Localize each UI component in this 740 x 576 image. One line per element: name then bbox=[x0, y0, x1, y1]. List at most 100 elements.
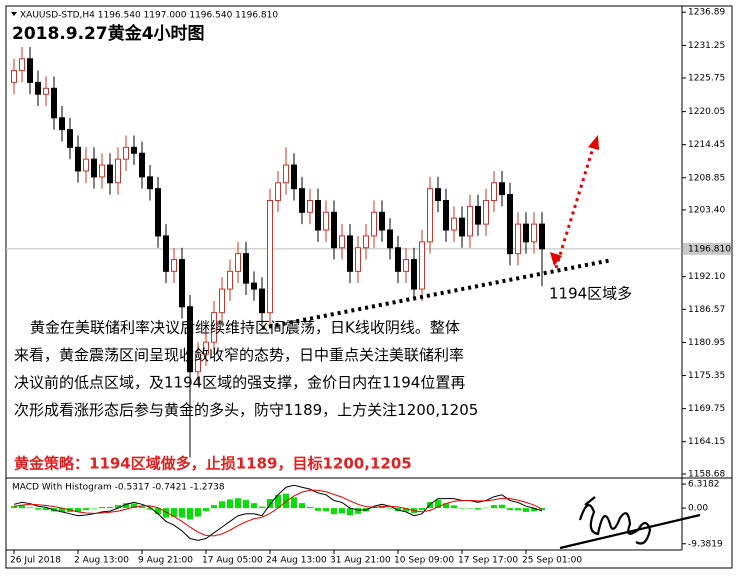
y-tick-label: 1231.25 bbox=[688, 41, 725, 51]
y-tick-label: 1214.45 bbox=[688, 140, 725, 150]
y-tick-label: 1169.75 bbox=[688, 404, 725, 414]
x-tick-label: 10 Sep 09:00 bbox=[394, 556, 454, 566]
macd-histogram-bar bbox=[147, 508, 153, 510]
y-tick-label: 1175.35 bbox=[688, 371, 725, 381]
candle-body bbox=[291, 164, 297, 190]
candle-body bbox=[339, 235, 345, 249]
macd-histogram-bar bbox=[83, 508, 89, 511]
macd-histogram-bar bbox=[195, 508, 201, 517]
candle-body bbox=[267, 199, 273, 314]
candle-body bbox=[235, 253, 241, 272]
candle-body bbox=[107, 164, 113, 184]
macd-histogram-bar bbox=[99, 506, 105, 509]
candle-body bbox=[59, 117, 65, 131]
candle-body bbox=[75, 146, 81, 172]
candle-body bbox=[115, 158, 121, 184]
x-tick-label: 17 Sep 17:00 bbox=[458, 556, 518, 566]
macd-histogram-bar bbox=[539, 508, 545, 511]
macd-histogram-bar bbox=[291, 497, 297, 509]
commentary-line: 次形成看涨形态后参与黄金的多头，防守1189，上方关注1200,1205 bbox=[14, 401, 478, 419]
candle-body bbox=[427, 188, 433, 243]
macd-histogram-bar bbox=[187, 508, 193, 520]
signature bbox=[559, 496, 701, 550]
y-tick-label: 1180.95 bbox=[688, 338, 725, 348]
strategy: 黄金策略：1194区域做多，止损1189，目标1200,1205 bbox=[14, 455, 412, 473]
candle-body bbox=[387, 229, 393, 249]
candle-body bbox=[307, 199, 313, 213]
candle-body bbox=[491, 182, 497, 201]
macd-histogram-bar bbox=[11, 506, 17, 509]
candle-body bbox=[323, 211, 329, 231]
candle-body bbox=[131, 146, 137, 154]
macd-tick-label: -9.3819 bbox=[688, 539, 723, 549]
candle-body bbox=[347, 235, 353, 272]
x-tick-label: 25 Sep 01:00 bbox=[522, 556, 582, 566]
x-tick-label: 2 Aug 13:00 bbox=[74, 556, 129, 566]
candle-body bbox=[51, 87, 57, 119]
candle-body bbox=[435, 188, 441, 201]
macd-histogram-bar bbox=[123, 503, 129, 509]
candle-body bbox=[123, 146, 129, 160]
macd-histogram-bar bbox=[227, 499, 233, 509]
candle-body bbox=[523, 223, 529, 243]
x-tick-label: 9 Aug 21:00 bbox=[138, 556, 193, 566]
y-tick-label: 1158.68 bbox=[688, 469, 725, 479]
macd-line bbox=[13, 484, 543, 541]
macd-histogram-bar bbox=[131, 503, 137, 509]
macd-histogram-bar bbox=[307, 506, 313, 509]
candle-body bbox=[363, 235, 369, 249]
candle-body bbox=[475, 205, 481, 225]
macd-histogram-bar bbox=[347, 508, 353, 516]
candle-body bbox=[443, 199, 449, 231]
arrow-tail bbox=[550, 252, 562, 266]
macd-histogram-bar bbox=[235, 498, 241, 509]
candle-body bbox=[515, 223, 521, 255]
macd-histogram-bar bbox=[27, 507, 33, 509]
macd-histogram-bar bbox=[259, 506, 265, 509]
commentary-line: 黄金在美联储利率决议后继续维持区间震荡，日K线收阴线。整体 bbox=[30, 319, 460, 337]
x-tick-label: 17 Aug 05:00 bbox=[202, 556, 263, 566]
header-icon bbox=[11, 12, 17, 16]
macd-histogram-bar bbox=[459, 508, 465, 509]
candle-body bbox=[179, 259, 185, 308]
candle-body bbox=[483, 199, 489, 225]
candle-body bbox=[451, 217, 457, 231]
commentary-line: 决议前的低点区域，及1194区域的强支撑，金价日内在1194位置再 bbox=[14, 374, 465, 392]
candle-body bbox=[419, 241, 425, 290]
macd-histogram-bar bbox=[139, 506, 145, 509]
macd-line bbox=[13, 489, 543, 537]
macd-histogram-bar bbox=[75, 508, 81, 512]
macd-histogram-bar bbox=[35, 508, 41, 510]
macd-histogram-bar bbox=[491, 505, 497, 509]
chart-title: 2018.9.27黄金4小时图 bbox=[12, 23, 205, 44]
macd-histogram-bar bbox=[203, 508, 209, 512]
candle-body bbox=[331, 211, 337, 249]
macd-histogram-bar bbox=[435, 499, 441, 509]
candle-body bbox=[43, 87, 49, 95]
commentary-line: 来看，黄金震荡区间呈现收敛收窄的态势，日中重点关注美联储利率 bbox=[14, 346, 464, 364]
candle-body bbox=[299, 188, 305, 213]
macd-histogram-bar bbox=[155, 508, 161, 515]
macd-histogram-bar bbox=[163, 508, 169, 518]
macd-histogram-bar bbox=[299, 503, 305, 509]
y-tick-label: 1164.15 bbox=[688, 437, 725, 447]
y-tick-label: 1203.40 bbox=[688, 205, 725, 215]
macd-histogram-bar bbox=[331, 508, 337, 515]
chart-header: XAUUSD-STD,H4 1196.540 1197.000 1196.540… bbox=[20, 11, 278, 21]
macd-tick-label: 0.00 bbox=[688, 504, 708, 514]
candle-body bbox=[371, 211, 377, 237]
candle-body bbox=[539, 223, 545, 250]
candle-body bbox=[203, 341, 209, 355]
candle-body bbox=[355, 247, 361, 272]
x-tick-label: 24 Aug 13:00 bbox=[266, 556, 327, 566]
macd-histogram-bar bbox=[283, 493, 289, 509]
macd-histogram-bar bbox=[243, 500, 249, 509]
candle-body bbox=[171, 259, 177, 272]
macd-histogram-bar bbox=[171, 508, 177, 517]
candle-body bbox=[195, 353, 201, 373]
candle-body bbox=[211, 312, 217, 343]
macd-histogram-bar bbox=[179, 508, 185, 518]
candle-body bbox=[163, 235, 169, 272]
candle-body bbox=[139, 152, 145, 178]
